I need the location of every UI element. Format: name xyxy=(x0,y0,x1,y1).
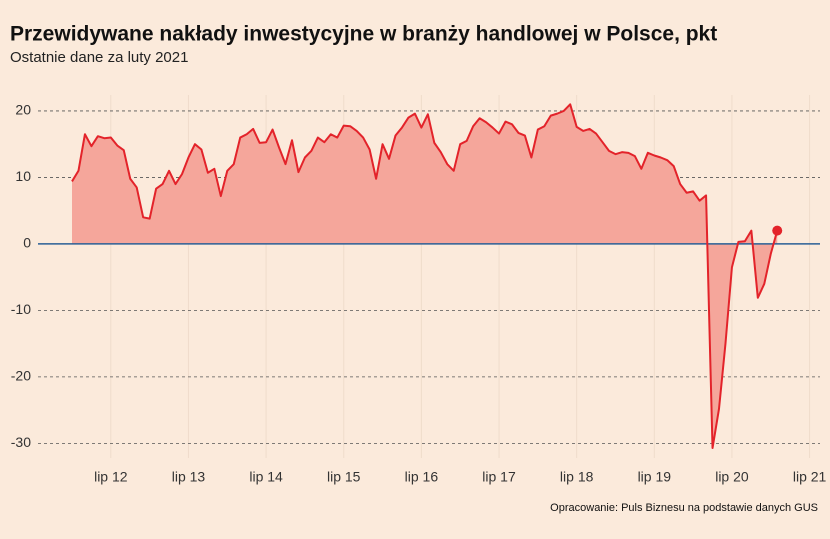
x-tick-label: lip 20 xyxy=(715,469,749,485)
y-tick-label: -30 xyxy=(11,434,31,450)
y-tick-label: 0 xyxy=(23,235,31,251)
x-tick-label: lip 14 xyxy=(249,469,283,485)
y-tick-label: -20 xyxy=(11,368,31,384)
x-tick-label: lip 18 xyxy=(560,469,594,485)
y-tick-label: 20 xyxy=(15,102,31,118)
end-marker xyxy=(772,225,783,236)
line xyxy=(71,103,779,450)
chart-title: Przewidywane nakłady inwestycyjne w bran… xyxy=(10,23,717,46)
x-tick-label: lip 15 xyxy=(327,469,361,485)
x-tick-label: lip 16 xyxy=(405,469,439,485)
y-tick-label: 10 xyxy=(15,168,31,184)
x-tick-label: lip 21 xyxy=(793,469,827,485)
x-tick-label: lip 19 xyxy=(638,469,672,485)
y-tick-label: -10 xyxy=(11,301,31,317)
x-tick-label: lip 12 xyxy=(94,469,128,485)
chart-subtitle: Ostatnie dane za luty 2021 xyxy=(10,49,188,66)
x-tick-label: lip 17 xyxy=(482,469,516,485)
area xyxy=(72,104,778,449)
source-note: Opracowanie: Puls Biznesu na podstawie d… xyxy=(550,502,818,514)
x-tick-label: lip 13 xyxy=(172,469,206,485)
